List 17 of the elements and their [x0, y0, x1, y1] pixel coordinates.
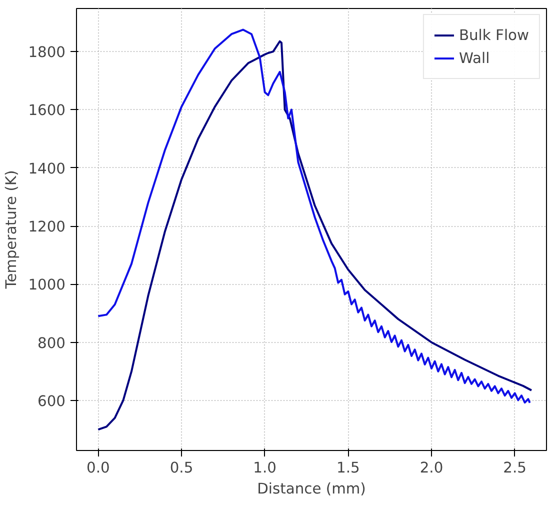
legend-label: Wall [458, 50, 490, 66]
y-tick-label: 600 [38, 392, 66, 410]
y-tick-label: 1000 [28, 276, 66, 294]
legend-label: Bulk Flow [458, 26, 529, 44]
x-tick-label: 2.0 [420, 460, 444, 476]
y-axis-title: Temperature (K) [3, 170, 20, 290]
x-tick-label: 0.5 [170, 460, 194, 476]
y-tick-label: 1600 [28, 102, 66, 120]
x-tick-label: 0.0 [86, 460, 110, 476]
x-tick-label: 1.5 [336, 460, 360, 476]
y-tick-label: 1800 [28, 44, 66, 62]
y-tick-label: 1400 [28, 160, 66, 178]
x-axis-title: Distance (mm) [257, 480, 366, 498]
y-tick-label: 1200 [28, 218, 66, 236]
y-tick-label: 800 [38, 334, 66, 352]
x-tick-label: 2.5 [503, 460, 526, 476]
x-tick-label: 1.0 [253, 460, 276, 476]
